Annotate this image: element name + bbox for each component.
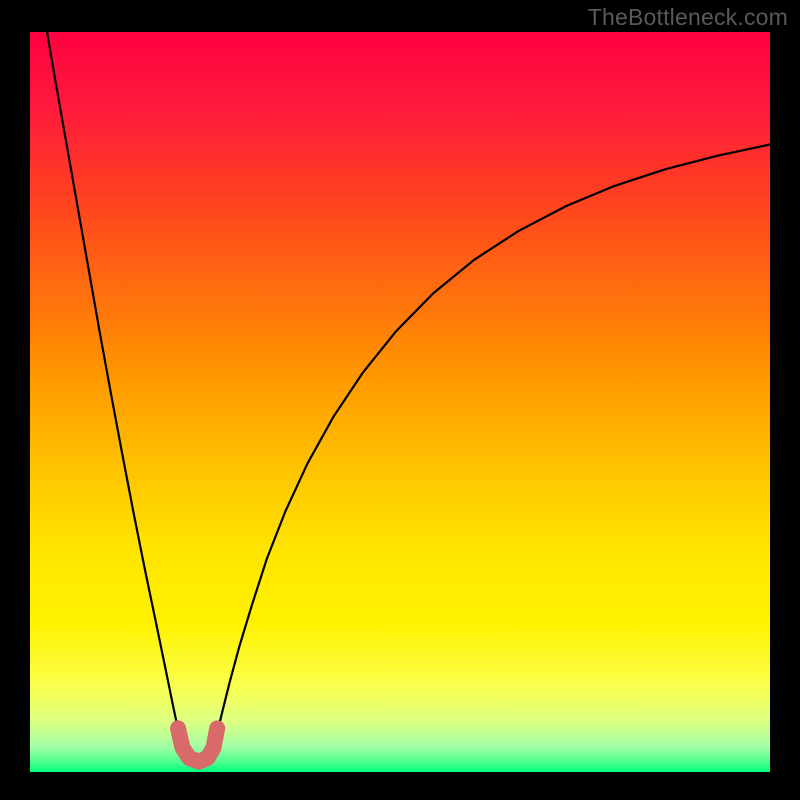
watermark-text: TheBottleneck.com: [588, 4, 788, 31]
bottleneck-chart-root: TheBottleneck.com: [0, 0, 800, 800]
plot-background-gradient: [30, 32, 770, 772]
bottleneck-chart: [0, 0, 800, 800]
